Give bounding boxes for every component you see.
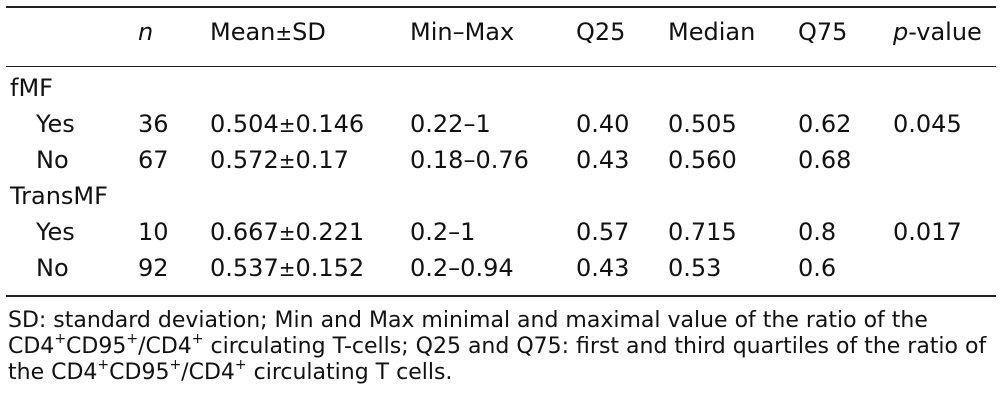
footnote-text: /CD4 <box>181 360 235 385</box>
cell-plus-minus: ± <box>278 149 296 173</box>
footnote-superscript: + <box>97 356 110 373</box>
footnote-text: /CD4 <box>138 334 192 359</box>
header-median: Median <box>668 18 756 46</box>
table-bottom-rule <box>6 295 996 297</box>
table-row: No 67 0.572±0.17 0.18–0.76 0.43 0.560 0.… <box>6 142 996 178</box>
cell-n: 92 <box>138 254 169 282</box>
group-row-fmf: fMF <box>6 70 996 106</box>
cell-p-value: 0.017 <box>893 218 962 246</box>
cell-plus-minus: ± <box>278 257 296 281</box>
cell-q75: 0.62 <box>798 110 852 138</box>
table-row: Yes 10 0.667±0.221 0.2–1 0.57 0.715 0.8 … <box>6 214 996 250</box>
cell-mean: 0.537 <box>210 254 279 282</box>
cell-q75: 0.8 <box>798 218 837 246</box>
cell-sd: 0.17 <box>295 146 349 174</box>
cell-mean-sd: 0.572±0.17 <box>210 142 349 179</box>
cell-min-max: 0.2–1 <box>410 218 476 246</box>
cell-sd: 0.146 <box>295 110 365 138</box>
cell-mean-sd: 0.667±0.221 <box>210 214 364 251</box>
cell-mean: 0.504 <box>210 110 279 138</box>
footnote-text: circulating T-cells; Q25 and Q75: first … <box>8 334 987 385</box>
header-min-max: Min–Max <box>410 18 515 46</box>
cell-q75: 0.6 <box>798 254 837 282</box>
group-row-transmf: TransMF <box>6 178 996 214</box>
cell-p-value: 0.045 <box>893 110 962 138</box>
cell-n: 10 <box>138 218 169 246</box>
cell-median: 0.505 <box>668 110 737 138</box>
row-label: Yes <box>36 218 75 246</box>
header-mean-label: Mean <box>210 18 276 46</box>
cell-min-max: 0.22–1 <box>410 110 491 138</box>
cell-median: 0.715 <box>668 218 737 246</box>
cell-mean: 0.572 <box>210 146 279 174</box>
cell-n: 67 <box>138 146 169 174</box>
group-label: TransMF <box>10 182 108 210</box>
cell-median: 0.53 <box>668 254 722 282</box>
footnote-superscript: + <box>234 356 247 373</box>
table-footnote: SD: standard deviation; Min and Max mini… <box>8 308 993 386</box>
footnote-text: circulating T cells. <box>246 360 453 385</box>
table-row: No 92 0.537±0.152 0.2–0.94 0.43 0.53 0.6 <box>6 250 996 286</box>
cell-min-max: 0.2–0.94 <box>410 254 514 282</box>
footnote-superscript: + <box>126 330 139 347</box>
footnote-text: CD95 <box>66 334 127 359</box>
cell-q75: 0.68 <box>798 146 852 174</box>
footnote-superscript: + <box>191 330 204 347</box>
header-plus-minus: ± <box>275 21 293 45</box>
table-header-rule <box>6 66 996 67</box>
cell-mean-sd: 0.537±0.152 <box>210 250 364 287</box>
footnote-text: SD: standard deviation; Min and Max mini… <box>8 308 928 359</box>
cell-n: 36 <box>138 110 169 138</box>
header-q75: Q75 <box>798 18 848 46</box>
table-row: Yes 36 0.504±0.146 0.22–1 0.40 0.505 0.6… <box>6 106 996 142</box>
header-p-value: p-value <box>893 14 982 50</box>
cell-mean-sd: 0.504±0.146 <box>210 106 364 143</box>
row-label: No <box>36 146 69 174</box>
cell-sd: 0.152 <box>295 254 365 282</box>
header-sd-label: SD <box>292 18 326 46</box>
table-header-row: n Mean±SD Min–Max Q25 Median Q75 p-value <box>6 14 996 50</box>
cell-sd: 0.221 <box>295 218 365 246</box>
table-top-rule <box>6 6 996 8</box>
cell-q25: 0.40 <box>576 110 630 138</box>
footnote-text: CD95 <box>109 360 170 385</box>
header-q25: Q25 <box>576 18 626 46</box>
cell-median: 0.560 <box>668 146 737 174</box>
footnote-superscript: + <box>54 330 67 347</box>
header-n: n <box>138 18 154 46</box>
footnote-superscript: + <box>169 356 182 373</box>
cell-plus-minus: ± <box>278 221 296 245</box>
row-label: Yes <box>36 110 75 138</box>
cell-mean: 0.667 <box>210 218 279 246</box>
row-label: No <box>36 254 69 282</box>
header-p-italic: p <box>893 18 909 46</box>
header-p-rest: -value <box>908 18 982 46</box>
header-mean-sd: Mean±SD <box>210 14 326 51</box>
cell-q25: 0.57 <box>576 218 630 246</box>
group-label: fMF <box>10 74 53 102</box>
cell-q25: 0.43 <box>576 146 630 174</box>
cell-plus-minus: ± <box>278 113 296 137</box>
cell-q25: 0.43 <box>576 254 630 282</box>
cell-min-max: 0.18–0.76 <box>410 146 529 174</box>
